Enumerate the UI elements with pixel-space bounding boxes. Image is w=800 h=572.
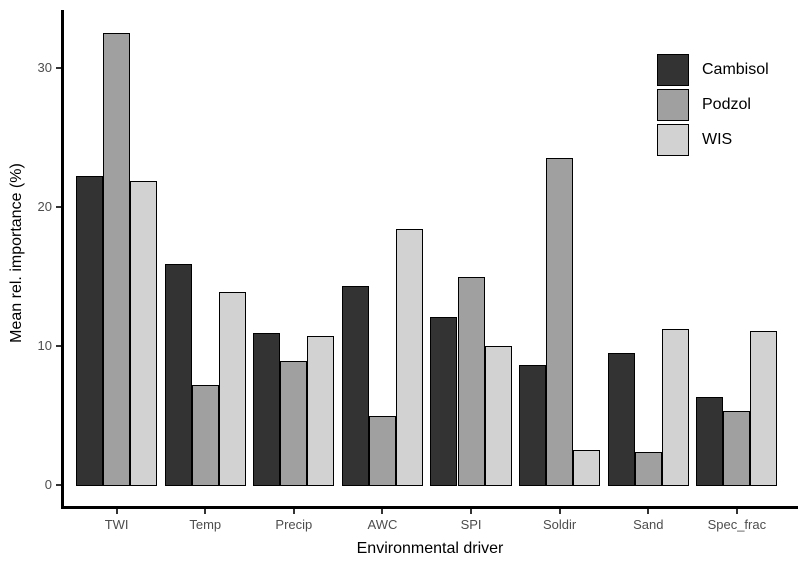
- x-tick-label: TWI: [104, 517, 129, 532]
- bar-wis-temp: [218, 291, 246, 486]
- legend-item-podzol: Podzol: [657, 89, 769, 121]
- x-tick-mark: [292, 509, 295, 514]
- y-axis-line: [61, 10, 64, 509]
- bar-cambisol-sand: [607, 352, 635, 486]
- bar-cambisol-spi: [430, 316, 458, 486]
- x-tick-mark: [204, 509, 207, 514]
- x-tick-mark: [647, 509, 650, 514]
- bar-wis-twi: [130, 180, 158, 486]
- bar-cambisol-awc: [341, 286, 369, 486]
- legend-label: Cambisol: [702, 61, 769, 78]
- bar-wis-spi: [484, 346, 512, 486]
- x-axis-line: [61, 506, 798, 509]
- bar-cambisol-soldir: [519, 365, 547, 486]
- legend-label: Podzol: [702, 96, 751, 113]
- bar-cambisol-spec_frac: [696, 397, 724, 486]
- bar-wis-spec_frac: [750, 330, 778, 486]
- bar-podzol-awc: [368, 415, 396, 486]
- x-tick-mark: [381, 509, 384, 514]
- legend-key-swatch: [657, 89, 689, 121]
- bar-cambisol-twi: [76, 176, 104, 486]
- x-tick-label: Sand: [633, 517, 664, 532]
- legend-label: WIS: [702, 131, 733, 148]
- bar-cambisol-precip: [253, 333, 281, 486]
- bar-podzol-twi: [103, 33, 131, 486]
- bar-wis-soldir: [573, 450, 601, 486]
- bar-podzol-precip: [280, 361, 308, 486]
- y-tick-mark: [56, 67, 61, 69]
- x-tick-label: Precip: [275, 517, 313, 532]
- bar-wis-precip: [307, 336, 335, 486]
- legend-key-swatch: [657, 124, 689, 156]
- x-tick-label: Spec_frac: [707, 517, 767, 532]
- y-tick-label: 20: [37, 199, 52, 214]
- x-tick-mark: [735, 509, 738, 514]
- x-tick-mark: [470, 509, 473, 514]
- y-tick-mark: [56, 206, 61, 208]
- bar-podzol-temp: [191, 384, 219, 486]
- y-tick-label: 30: [37, 60, 52, 75]
- bar-wis-awc: [396, 229, 424, 486]
- bar-cambisol-temp: [164, 263, 192, 486]
- legend-item-wis: WIS: [657, 124, 769, 156]
- bar-podzol-sand: [634, 451, 662, 486]
- bar-wis-sand: [661, 329, 689, 486]
- legend-key-swatch: [657, 54, 689, 86]
- x-tick-mark: [558, 509, 561, 514]
- bar-podzol-spi: [457, 276, 485, 486]
- x-tick-label: AWC: [367, 517, 398, 532]
- y-tick-label: 0: [44, 477, 52, 492]
- x-axis-title: Environmental driver: [356, 540, 504, 557]
- x-tick-label: Temp: [189, 517, 222, 532]
- bar-podzol-soldir: [546, 158, 574, 486]
- legend: Cambisol Podzol WIS: [657, 54, 769, 159]
- bar-podzol-spec_frac: [723, 411, 751, 486]
- y-tick-mark: [56, 484, 61, 486]
- x-tick-label: SPI: [460, 517, 482, 532]
- y-tick-label: 10: [37, 338, 52, 353]
- legend-item-cambisol: Cambisol: [657, 54, 769, 86]
- y-tick-mark: [56, 345, 61, 347]
- x-tick-mark: [115, 509, 118, 514]
- x-tick-label: Soldir: [543, 517, 577, 532]
